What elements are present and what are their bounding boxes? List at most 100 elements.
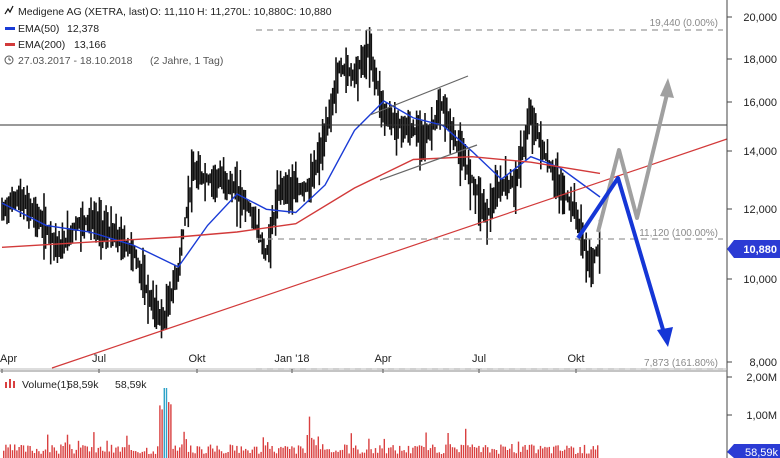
volume-bar <box>344 444 346 458</box>
volume-bar <box>139 453 141 458</box>
volume-bar <box>223 453 225 458</box>
volume-bar <box>168 402 170 458</box>
volume-bar <box>339 450 341 458</box>
volume-bar <box>227 452 229 458</box>
volume-bar <box>152 451 154 458</box>
volume-bar <box>388 447 390 458</box>
volume-bar <box>557 445 559 458</box>
volume-bar <box>390 447 392 458</box>
volume-bar <box>95 452 97 458</box>
volume-bar <box>370 449 372 458</box>
legend-ema200-value: 13,166 <box>74 39 106 51</box>
support-trendline <box>51 138 728 369</box>
volume-bar <box>110 444 113 458</box>
x-tick-label: Apr <box>374 353 391 365</box>
volume-bar <box>170 404 172 458</box>
volume-bar <box>489 452 491 458</box>
volume-bar <box>205 453 207 458</box>
volume-bar <box>253 446 256 458</box>
legend-ema50-label: EMA(50) <box>18 23 59 35</box>
volume-bar <box>225 452 227 458</box>
volume-bar <box>392 445 394 458</box>
volume-bar <box>555 445 557 458</box>
volume-bar <box>267 442 269 458</box>
volume-bar <box>295 453 297 458</box>
volume-bar <box>438 452 440 458</box>
volume-bar <box>539 445 542 458</box>
volume-axis-label: 1,00M <box>746 410 777 422</box>
volume-bar <box>258 453 260 458</box>
volume-bar <box>203 453 205 458</box>
volume-bar <box>53 447 55 458</box>
volume-bar <box>104 451 106 458</box>
volume-bar <box>271 446 273 458</box>
volume-bar <box>264 445 267 458</box>
volume-bar <box>14 444 16 458</box>
volume-bar <box>51 445 53 458</box>
volume-bar <box>372 453 374 458</box>
volume-bar <box>218 449 220 458</box>
volume-bar <box>121 447 124 458</box>
volume-bar <box>511 444 513 458</box>
volume-bar <box>231 445 234 458</box>
volume-bar <box>579 447 581 458</box>
volume-bar <box>586 453 588 458</box>
clock-icon <box>4 55 14 65</box>
volume-bar <box>247 450 249 458</box>
volume-bar <box>289 449 291 458</box>
volume-bar <box>62 446 64 458</box>
volume-bar <box>566 445 568 458</box>
volume-bar <box>513 452 515 458</box>
bear-scenario-arrow <box>576 176 673 347</box>
legend-instrument-name: Medigene AG (XETRA, last) <box>18 6 149 18</box>
volume-bar <box>20 445 22 458</box>
volume-bar <box>568 448 570 458</box>
volume-bar <box>447 433 449 458</box>
volume-bar <box>245 448 247 458</box>
volume-bar <box>348 453 350 458</box>
volume-bar <box>86 446 88 458</box>
volume-bar <box>234 450 236 458</box>
volume-bar <box>260 451 262 458</box>
volume-bar <box>132 450 135 458</box>
volume-bar <box>220 451 223 458</box>
y-tick-label: 8,000 <box>749 357 777 369</box>
volume-bar <box>531 444 533 458</box>
volume-bar <box>427 450 429 458</box>
volume-bar <box>368 438 370 458</box>
volume-legend-label: Volume(1) <box>22 379 70 391</box>
y-tick-label: 20,000 <box>743 12 777 24</box>
volume-bar <box>64 442 66 458</box>
volume-bar <box>25 451 27 458</box>
volume-bar <box>9 444 11 458</box>
volume-bar <box>102 450 104 458</box>
volume-bar <box>533 445 535 458</box>
volume-bar <box>44 449 47 458</box>
volume-bar <box>159 405 161 458</box>
ema50-line <box>1 100 601 268</box>
volume-bar <box>176 450 179 458</box>
volume-bar <box>49 452 51 458</box>
volume-bar <box>80 447 82 458</box>
volume-bar <box>509 448 511 458</box>
volume-bar <box>352 447 355 458</box>
volume-bar <box>469 447 471 458</box>
volume-bar <box>495 450 498 458</box>
volume-bar <box>93 432 95 458</box>
volume-bar <box>286 446 289 458</box>
volume-bar <box>570 446 572 458</box>
volume-bar <box>108 451 110 458</box>
volume-bar <box>172 448 174 458</box>
volume-bar <box>526 449 528 458</box>
volume-bar <box>280 446 282 458</box>
volume-bar <box>414 446 416 458</box>
fib-mid-label: 11,120 (100.00%) <box>639 228 718 239</box>
volume-bar <box>128 444 130 458</box>
volume-bar <box>154 453 157 458</box>
volume-bar <box>69 444 71 458</box>
volume-bar <box>163 388 165 458</box>
volume-bar <box>187 451 190 458</box>
legend-ema50-value: 12,378 <box>67 23 99 35</box>
volume-bar <box>458 452 460 458</box>
